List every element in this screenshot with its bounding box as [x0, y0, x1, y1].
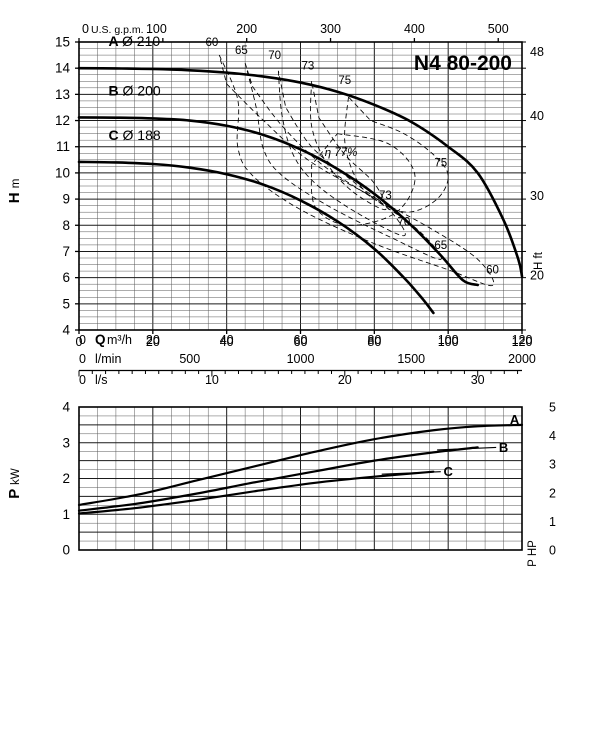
svg-text:l/min: l/min	[95, 352, 121, 366]
svg-text:N4 80-200: N4 80-200	[414, 52, 512, 75]
svg-text:0: 0	[549, 544, 556, 558]
svg-text:400: 400	[404, 22, 425, 36]
svg-text:C Ø 188: C Ø 188	[109, 127, 161, 143]
svg-text:20: 20	[338, 373, 352, 387]
svg-text:48: 48	[530, 45, 544, 59]
svg-text:20: 20	[146, 333, 160, 347]
svg-text:η 77%: η 77%	[325, 147, 358, 159]
svg-text:0: 0	[79, 352, 86, 366]
svg-text:4: 4	[549, 429, 556, 443]
svg-text:30: 30	[530, 189, 544, 203]
svg-text:70: 70	[268, 50, 281, 62]
svg-text:40: 40	[530, 109, 544, 123]
svg-text:75: 75	[338, 75, 351, 87]
svg-text:15: 15	[55, 35, 70, 50]
svg-text:2000: 2000	[508, 352, 536, 366]
svg-text:10: 10	[55, 165, 70, 180]
svg-text:40: 40	[220, 333, 234, 347]
svg-text:10: 10	[205, 373, 219, 387]
svg-text:4: 4	[62, 400, 70, 415]
svg-text:65: 65	[235, 45, 248, 57]
svg-text:2: 2	[549, 486, 556, 500]
svg-text:5: 5	[549, 401, 556, 415]
svg-text:Q: Q	[95, 332, 106, 347]
svg-text:30: 30	[471, 373, 485, 387]
svg-text:l/s: l/s	[95, 373, 108, 387]
svg-text:0: 0	[79, 333, 86, 347]
svg-text:0: 0	[82, 22, 89, 36]
svg-text:1500: 1500	[397, 352, 425, 366]
svg-text:100: 100	[438, 333, 459, 347]
svg-text:9: 9	[62, 192, 70, 207]
svg-text:75: 75	[434, 157, 447, 169]
svg-text:12: 12	[55, 113, 70, 128]
svg-text:B: B	[499, 440, 508, 455]
svg-text:A Ø 210: A Ø 210	[109, 33, 161, 49]
svg-text:H ft: H ft	[533, 251, 545, 270]
svg-text:14: 14	[55, 61, 71, 76]
svg-text:4: 4	[62, 323, 70, 338]
svg-text:P HP: P HP	[527, 540, 539, 567]
svg-text:A: A	[510, 412, 520, 427]
svg-text:500: 500	[488, 22, 509, 36]
svg-text:6: 6	[62, 270, 70, 285]
svg-text:80: 80	[367, 333, 381, 347]
svg-text:8: 8	[62, 218, 70, 233]
svg-text:7: 7	[62, 244, 70, 259]
svg-text:0: 0	[79, 373, 86, 387]
svg-text:1000: 1000	[287, 352, 315, 366]
svg-text:5: 5	[62, 296, 70, 311]
svg-text:120: 120	[512, 333, 533, 347]
svg-text:2: 2	[62, 471, 70, 486]
svg-text:13: 13	[55, 87, 70, 102]
svg-text:11: 11	[56, 139, 70, 154]
svg-text:60: 60	[486, 265, 499, 277]
svg-text:B Ø 200: B Ø 200	[109, 83, 161, 99]
svg-text:300: 300	[320, 22, 341, 36]
svg-text:C: C	[443, 464, 453, 479]
svg-text:3: 3	[549, 458, 556, 472]
svg-text:3: 3	[62, 435, 70, 450]
svg-text:m³/h: m³/h	[107, 333, 132, 347]
svg-text:60: 60	[294, 333, 308, 347]
svg-text:73: 73	[301, 60, 314, 72]
svg-text:60: 60	[206, 37, 219, 49]
svg-text:0: 0	[62, 543, 70, 558]
svg-text:200: 200	[236, 22, 257, 36]
svg-text:500: 500	[179, 352, 200, 366]
svg-text:1: 1	[62, 507, 70, 522]
svg-text:1: 1	[549, 515, 556, 529]
